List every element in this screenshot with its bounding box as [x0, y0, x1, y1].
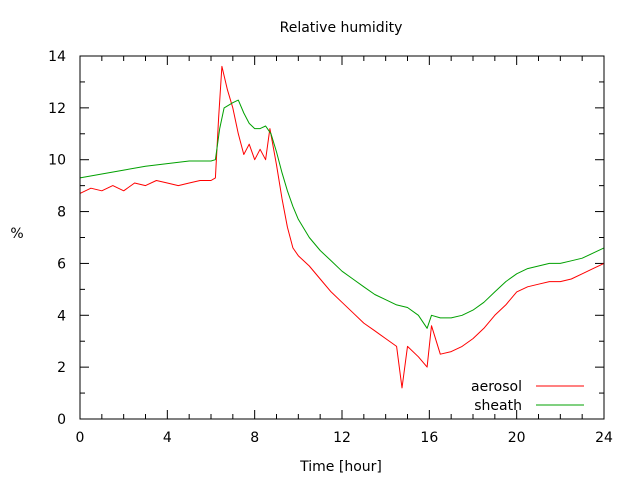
y-tick-label: 12 — [48, 101, 66, 117]
y-tick-label: 0 — [57, 412, 66, 428]
legend-label-aerosol: aerosol — [471, 379, 522, 395]
y-tick-label: 14 — [48, 49, 66, 65]
series-line-aerosol — [79, 65, 605, 389]
x-tick-label: 12 — [333, 430, 351, 446]
x-tick-label: 24 — [595, 430, 613, 446]
legend-label-sheath: sheath — [474, 398, 522, 414]
x-tick-label: 4 — [163, 430, 172, 446]
y-tick-label: 10 — [48, 153, 66, 169]
legend: aerosol sheath — [471, 379, 584, 414]
y-axis-label: % — [10, 226, 23, 242]
x-tick-label: 20 — [508, 430, 526, 446]
x-axis-label: Time [hour] — [299, 459, 382, 475]
y-tick-label: 2 — [57, 360, 66, 376]
x-tick-label: 8 — [250, 430, 259, 446]
x-tick-label: 0 — [76, 430, 85, 446]
axis-ticks — [79, 55, 605, 420]
y-tick-label: 6 — [57, 256, 66, 272]
x-tick-label: 16 — [420, 430, 438, 446]
series-line-sheath — [79, 99, 605, 329]
series-lines — [79, 65, 605, 389]
chart-title: Relative humidity — [280, 20, 403, 36]
y-tick-label: 4 — [57, 308, 66, 324]
plot-frame — [79, 55, 605, 420]
y-tick-label: 8 — [57, 205, 66, 221]
